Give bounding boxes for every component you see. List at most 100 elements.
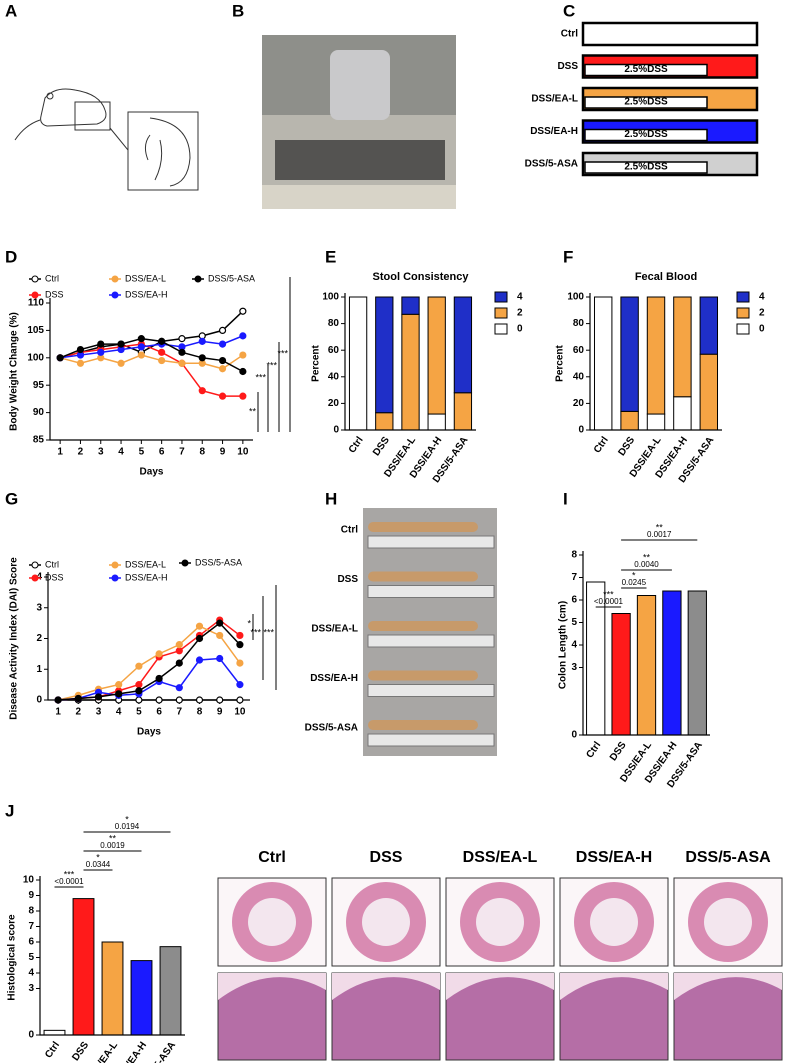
- y-tick-label: 5: [571, 617, 577, 628]
- bar: [43, 1029, 66, 1036]
- panel-letter: E: [325, 247, 336, 266]
- data-point: [178, 348, 186, 356]
- legend-label: DSS/EA-H: [125, 572, 168, 582]
- x-tick-label: 5: [136, 707, 142, 718]
- bar-segment: [593, 296, 613, 431]
- treatment-bar: [581, 21, 759, 47]
- data-point: [218, 356, 227, 365]
- photo-colons: [363, 508, 497, 756]
- data-point: [74, 694, 82, 703]
- bar: [687, 590, 707, 736]
- y-tick-label: 100: [27, 352, 44, 363]
- y-tick-label: 60: [573, 345, 585, 356]
- data-point: [236, 681, 244, 689]
- y-tick-label: 2: [36, 633, 42, 644]
- series-line: [59, 354, 244, 370]
- y-tick-label: 90: [33, 407, 45, 418]
- data-point: [236, 641, 244, 649]
- bar-segment: [673, 396, 692, 431]
- data-point: [155, 696, 163, 704]
- y-tick-label: 4: [28, 968, 34, 979]
- colon-label: DSS/EA-H: [310, 673, 358, 684]
- data-point: [56, 354, 64, 362]
- y-tick-label: 6: [571, 595, 577, 606]
- y-axis-label: Percent: [555, 344, 566, 381]
- data-point: [218, 340, 227, 348]
- y-tick-label: 7: [571, 572, 577, 583]
- legend-swatch: [736, 307, 750, 319]
- y-tick-label: 100: [322, 292, 339, 303]
- data-point: [175, 659, 183, 667]
- colon-lumen: [248, 898, 296, 946]
- axes: [39, 876, 185, 1036]
- data-point: [236, 696, 244, 704]
- data-point: [236, 631, 244, 640]
- legend-label: DSS/5-ASA: [208, 273, 255, 283]
- data-point: [195, 696, 204, 704]
- y-axis-label: Body Weight Change (%): [9, 312, 20, 431]
- legend-marker: [31, 561, 39, 569]
- treatment-label: DSS: [557, 61, 578, 72]
- ruler: [367, 585, 495, 598]
- data-point: [239, 351, 247, 359]
- data-point: [239, 307, 247, 315]
- dss-period: [584, 63, 708, 77]
- y-tick-label: 80: [573, 318, 585, 329]
- data-point: [195, 656, 204, 664]
- legend-label: 4: [759, 292, 765, 303]
- y-tick-label: 8: [28, 906, 34, 917]
- data-point: [135, 681, 143, 689]
- bar: [636, 595, 657, 736]
- bar: [130, 960, 153, 1036]
- bar: [101, 941, 124, 1036]
- colon-lumen: [590, 898, 638, 946]
- x-tick-label: 10: [237, 447, 249, 458]
- dss-period: [584, 128, 708, 142]
- panel-letter: A: [5, 1, 17, 20]
- data-point: [117, 340, 125, 348]
- bar-segment: [427, 413, 446, 431]
- significance: **: [643, 552, 651, 562]
- bar-segment: [375, 296, 394, 414]
- significance: *: [632, 570, 636, 580]
- colon-label: Ctrl: [341, 525, 358, 536]
- legend-marker: [31, 291, 39, 299]
- mouse-schematic: [14, 88, 199, 191]
- image-label: Ctrl: [258, 849, 286, 866]
- series-line: [59, 310, 244, 359]
- bar-segment: [620, 410, 639, 431]
- bar: [611, 613, 631, 736]
- bar-segment: [453, 296, 473, 394]
- tissue-detail: [218, 973, 326, 1000]
- y-tick-label: 7: [28, 921, 34, 932]
- y-tick-label: 0: [571, 730, 577, 741]
- y-tick-label: 105: [27, 325, 44, 336]
- data-point: [175, 696, 183, 704]
- significance: ***: [266, 360, 277, 370]
- tissue-detail: [674, 973, 782, 1000]
- y-tick-label: 3: [571, 662, 577, 673]
- x-tick-label: DSS/EA-L: [84, 1040, 120, 1063]
- data-point: [135, 696, 143, 704]
- x-tick-label: DSS: [70, 1040, 91, 1063]
- y-tick-label: 100: [567, 292, 584, 303]
- bar-segment: [348, 296, 368, 431]
- y-tick-label: 3: [28, 983, 34, 994]
- y-axis-label: Histological score: [7, 914, 18, 1001]
- data-point: [175, 641, 183, 649]
- colon-label: DSS/EA-L: [311, 624, 358, 635]
- data-point: [135, 687, 143, 695]
- significance: ***: [255, 372, 266, 382]
- data-point: [97, 348, 105, 356]
- legend-marker: [194, 275, 202, 283]
- y-tick-label: 9: [28, 890, 34, 901]
- y-axis-label: Percent: [311, 344, 322, 381]
- data-point: [178, 359, 186, 367]
- axes: [582, 551, 710, 736]
- significance: ***: [603, 589, 614, 599]
- x-tick-label: Ctrl: [43, 1040, 62, 1061]
- x-tick-label: 7: [177, 707, 183, 718]
- data-point: [216, 654, 224, 663]
- significance: **: [109, 833, 117, 843]
- panel-letter: B: [232, 1, 244, 20]
